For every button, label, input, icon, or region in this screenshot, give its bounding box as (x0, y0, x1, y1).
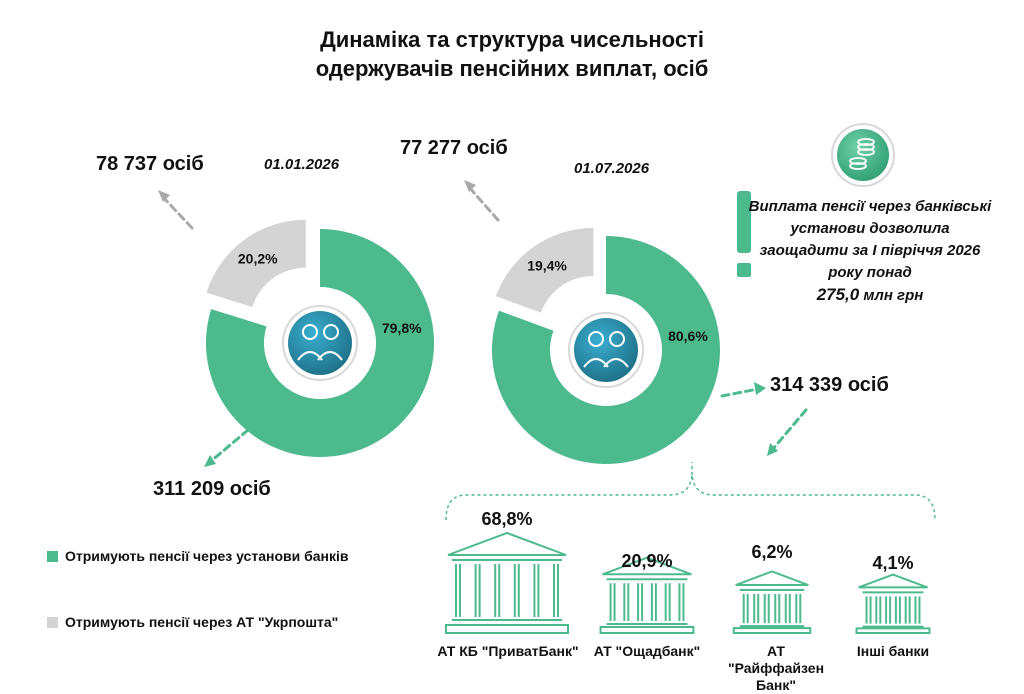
bank-name-privat: АТ КБ "ПриватБанк" (437, 643, 579, 659)
date-label-2: 01.07.2026 (574, 160, 650, 177)
post-slice-1 (206, 219, 306, 308)
arrow-bank-2 (720, 387, 760, 398)
legend-item-bank: Отримують пенсії через установи банків (47, 548, 349, 564)
bank-pct-privat: 68,8% (481, 509, 533, 529)
bank-slice-label-2: 80,6% (668, 328, 708, 344)
legend-swatch-post (47, 616, 58, 628)
legend-swatch-bank (47, 550, 58, 562)
bank-count-2: 314 339 осіб (770, 374, 889, 396)
bank-name-raiffeisen: АТ "Райффайзен Банк" (727, 643, 825, 693)
bank-slice-1 (206, 229, 435, 457)
bank-pct-oschad: 20,9% (621, 551, 673, 571)
bank-building-icon (599, 556, 695, 634)
donut-chart-2: 80,6% 19,4% (492, 227, 720, 464)
savings-unit: млн грн (863, 287, 924, 304)
post-slice-label-1: 20,2% (238, 250, 278, 266)
bank-name-other: Інші банки (856, 643, 930, 659)
savings-amount: 275,0 (816, 285, 860, 304)
donut-chart-1: 79,8% 20,2% (206, 219, 435, 457)
arrow-post-2 (466, 184, 500, 222)
bank-slice-label-1: 79,8% (382, 320, 422, 336)
bank-slice-2 (492, 236, 720, 464)
arrow-bank-1 (208, 428, 250, 464)
bank-bracket (445, 462, 936, 521)
people-icon (282, 305, 358, 381)
savings-note: Виплата пенсії через банківські установи… (745, 196, 995, 307)
charts-canvas: 79,8% 20,2% 80,6% 19,4% (158, 123, 936, 634)
title-line-2: одержувачів пенсійних виплат, осіб (315, 56, 709, 81)
post-slice-2 (495, 227, 594, 313)
legend-label-post: Отримують пенсії через АТ "Укрпошта" (65, 614, 339, 630)
bank-building-icon (445, 531, 569, 634)
bank-building-icon (732, 570, 812, 634)
arrow-post-1 (160, 194, 194, 230)
arrow-heads (158, 180, 778, 467)
page-title: Динаміка та структура чисельності одержу… (0, 25, 1024, 83)
post-slice-label-2: 19,4% (527, 258, 567, 274)
date-label-1: 01.01.2026 (264, 156, 340, 173)
bank-count-1: 311 209 осіб (153, 478, 271, 500)
post-count-1: 78 737 осіб (96, 153, 204, 175)
exclamation-icon (737, 191, 751, 277)
legend-item-post: Отримують пенсії через АТ "Укрпошта" (47, 614, 338, 630)
coins-icon (831, 123, 895, 187)
people-icon (568, 312, 644, 388)
bank-pct-other: 4,1% (872, 553, 914, 573)
bank-pct-raiffeisen: 6,2% (751, 542, 793, 562)
savings-text: Виплата пенсії через банківські установи… (748, 198, 992, 281)
bank-building-icon (855, 573, 931, 634)
legend-label-bank: Отримують пенсії через установи банків (65, 548, 349, 564)
post-count-2: 77 277 осіб (400, 137, 508, 159)
arrow-bank-structure (770, 408, 808, 452)
title-line-1: Динаміка та структура чисельності (320, 27, 704, 52)
bank-buildings (445, 531, 931, 634)
bank-name-oschad: АТ "Ощадбанк" (593, 643, 701, 659)
